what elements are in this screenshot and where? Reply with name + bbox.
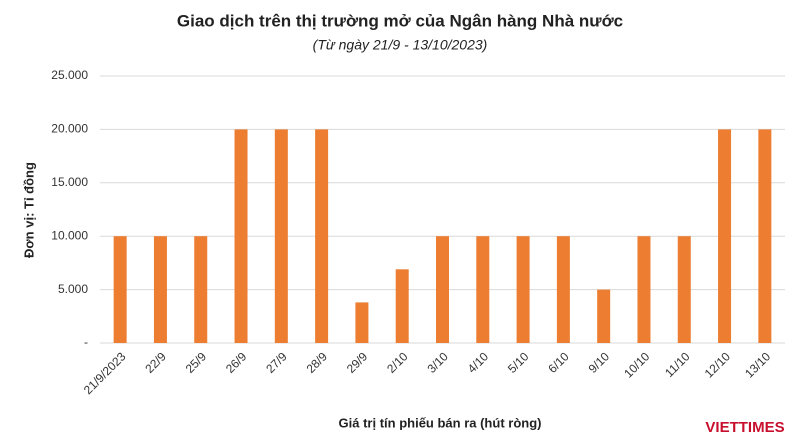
bar — [113, 236, 127, 343]
y-tick-label: 5.000 — [58, 282, 88, 296]
x-tick-label: 21/9/2023 — [81, 349, 129, 397]
x-tick-label: 29/9 — [344, 349, 371, 376]
bar — [758, 129, 772, 343]
x-tick-label: 13/10 — [742, 349, 773, 380]
y-tick-label: 20.000 — [51, 122, 88, 136]
bar — [153, 236, 167, 343]
y-tick-label: - — [84, 335, 88, 349]
bar — [516, 236, 530, 343]
x-tick-label: 3/10 — [424, 349, 451, 376]
x-tick-label: 28/9 — [304, 349, 331, 376]
bar — [718, 129, 732, 343]
bar — [597, 289, 611, 343]
x-tick-label: 25/9 — [183, 349, 210, 376]
bar — [637, 236, 651, 343]
bar — [436, 236, 449, 343]
bar — [194, 236, 208, 343]
x-axis-title: Giá trị tín phiếu bán ra (hút ròng) — [339, 415, 542, 430]
bar — [315, 129, 329, 343]
x-tick-label: 22/9 — [142, 349, 169, 376]
y-tick-label: 15.000 — [51, 175, 88, 189]
x-tick-label: 6/10 — [545, 349, 572, 376]
x-tick-label: 10/10 — [621, 349, 652, 380]
x-tick-label: 4/10 — [465, 349, 492, 376]
watermark: VIETTIMES — [705, 419, 784, 436]
bar — [677, 236, 691, 343]
y-tick-label: 25.000 — [51, 68, 88, 82]
y-tick-label: 10.000 — [51, 228, 88, 242]
bar — [476, 236, 490, 343]
x-tick-label: 12/10 — [702, 349, 733, 380]
bar — [355, 302, 369, 343]
bar — [274, 129, 288, 343]
bar — [395, 269, 409, 343]
bar — [234, 129, 248, 343]
x-tick-label: 26/9 — [223, 349, 250, 376]
x-tick-label: 11/10 — [662, 349, 693, 380]
bar — [556, 236, 570, 343]
chart-subtitle: (Từ ngày 21/9 - 13/10/2023) — [313, 37, 488, 53]
y-axis-title: Đơn vị: Tỉ đồng — [21, 162, 36, 258]
x-tick-label: 2/10 — [384, 349, 411, 376]
chart-title: Giao dịch trên thị trường mở của Ngân hà… — [177, 11, 623, 30]
x-tick-label: 5/10 — [505, 349, 532, 376]
x-tick-label: 27/9 — [263, 349, 290, 376]
x-tick-label: 9/10 — [586, 349, 613, 376]
